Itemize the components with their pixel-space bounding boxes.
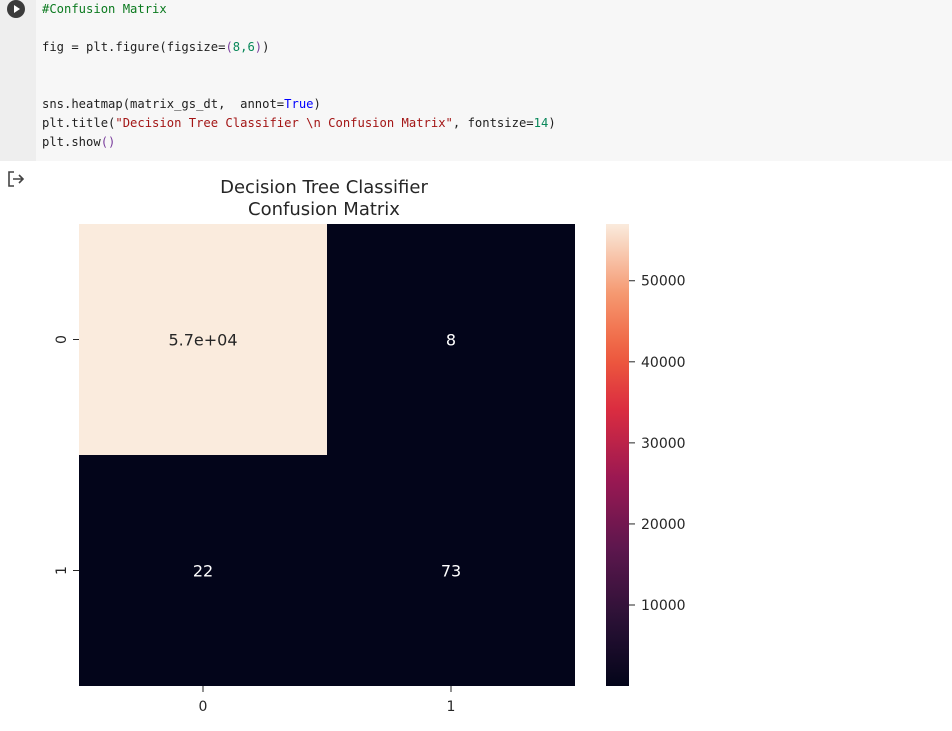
chart-title-line: Confusion Matrix (248, 199, 400, 220)
output-icon-glyph (8, 171, 25, 187)
code-text: sns.heatmap(matrix_gs_dt, annot=True) (42, 97, 321, 111)
code-line-3: fig = plt.figure(figsize=(8,6)) (42, 38, 556, 57)
code-line-2 (42, 19, 556, 38)
chart-title-line: Decision Tree Classifier (220, 177, 428, 198)
output-redirect-icon[interactable] (6, 169, 26, 189)
cell-annotation: 22 (193, 562, 213, 581)
code-text: fig = plt.figure(figsize=(8,6)) (42, 40, 270, 54)
cell-annotation: 8 (446, 331, 456, 350)
y-tick-label: 0 (54, 335, 70, 344)
code-text: plt.show() (42, 135, 116, 149)
code-text: plt.title("Decision Tree Classifier \n C… (42, 116, 556, 130)
run-cell-button[interactable] (7, 0, 25, 18)
code-line-5 (42, 76, 556, 95)
code-cell[interactable]: #Confusion Matrix fig = plt.figure(figsi… (0, 0, 952, 161)
heatmap-cell (327, 455, 575, 686)
code-editor[interactable]: #Confusion Matrix fig = plt.figure(figsi… (42, 0, 556, 152)
colorbar-tick-label: 50000 (641, 274, 686, 290)
code-line-4 (42, 57, 556, 76)
x-tick-label: 1 (447, 699, 456, 715)
colorbar (606, 224, 629, 686)
colorbar-tick-label: 10000 (641, 598, 686, 614)
y-tick-label: 1 (54, 566, 70, 575)
code-line-1: #Confusion Matrix (42, 0, 556, 19)
cell-gutter (0, 0, 36, 161)
colorbar-tick-label: 20000 (641, 517, 686, 533)
code-line-6: sns.heatmap(matrix_gs_dt, annot=True) (42, 95, 556, 114)
heatmap-cell (79, 224, 327, 455)
code-line-7: plt.title("Decision Tree Classifier \n C… (42, 114, 556, 133)
cell-annotation: 5.7e+04 (168, 331, 237, 350)
play-icon (14, 5, 20, 13)
colorbar-tick-label: 40000 (641, 355, 686, 371)
heatmap-cell (79, 455, 327, 686)
cell-annotation: 73 (441, 562, 461, 581)
heatmap-cell (327, 224, 575, 455)
code-comment: #Confusion Matrix (42, 2, 167, 16)
code-line-8: plt.show() (42, 133, 556, 152)
x-tick-label: 0 (199, 699, 208, 715)
colorbar-tick-label: 30000 (641, 436, 686, 452)
